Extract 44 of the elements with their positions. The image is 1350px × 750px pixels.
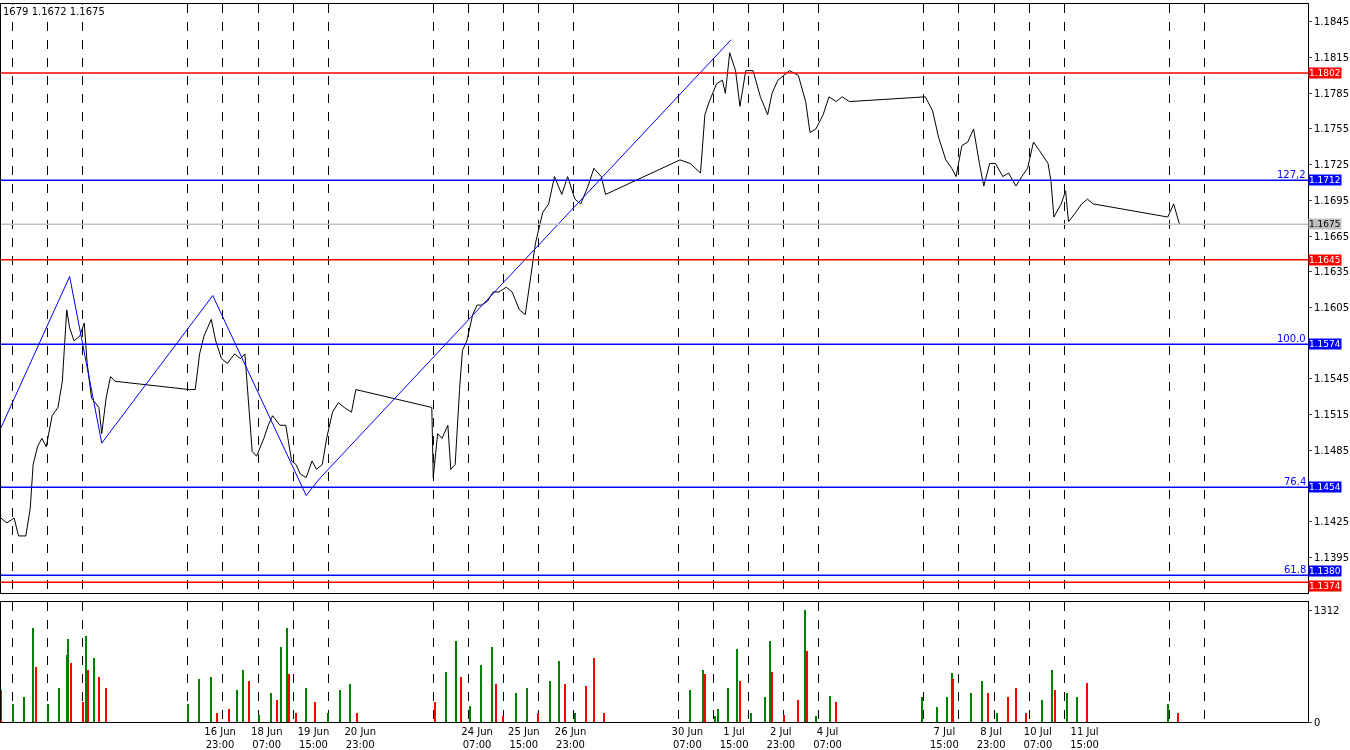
y-tick-label: 1.1665 xyxy=(1314,230,1349,242)
x-tick-label: 26 Jun 23:00 xyxy=(554,726,587,750)
ref-line-label: 1.1574 xyxy=(1309,339,1341,349)
y-tick-label: 1.1545 xyxy=(1314,373,1349,385)
ref-line-label: 1.1675 xyxy=(1309,219,1341,229)
y-tick-label: 1.1695 xyxy=(1314,194,1349,206)
y-tick-label: 1.1395 xyxy=(1314,551,1349,563)
y-tick-label: 1.1635 xyxy=(1314,266,1349,278)
y-tick-label: 1.1725 xyxy=(1314,159,1349,171)
x-tick-label: 18 Jun 07:00 xyxy=(251,726,283,750)
y-tick-label: 1.1755 xyxy=(1314,123,1349,135)
y-tick-label: 1312 xyxy=(1314,604,1340,616)
ref-line-label: 1.1454 xyxy=(1309,482,1341,492)
x-tick-label: 30 Jun 07:00 xyxy=(671,726,704,750)
x-tick-label: 25 Jun 15:00 xyxy=(508,726,540,750)
x-tick-label: 19 Jun 15:00 xyxy=(297,726,330,750)
x-tick-label: 4 Jul 07:00 xyxy=(813,726,842,750)
x-tick-label: 10 Jul 07:00 xyxy=(1023,726,1053,750)
annotation: 127,2 xyxy=(1277,169,1306,180)
y-tick-label: 1.1815 xyxy=(1314,52,1349,64)
x-tick-label: 24 Jun 07:00 xyxy=(461,726,493,750)
ref-line-label: 1.1802 xyxy=(1309,68,1341,78)
x-tick-label: 11 Jul 15:00 xyxy=(1070,726,1099,750)
y-tick-label: 1.1425 xyxy=(1314,516,1349,528)
x-tick-label: 16 Jun 23:00 xyxy=(204,726,236,750)
annotation: 100.0 xyxy=(1277,333,1306,344)
ref-line-label: 1.1712 xyxy=(1309,175,1341,185)
x-tick-label: 2 Jul 23:00 xyxy=(766,726,796,750)
ref-line-label: 1.1380 xyxy=(1309,566,1341,576)
annotation: 1679 1.1672 1.1675 xyxy=(3,6,105,17)
y-tick-label: 1.1845 xyxy=(1314,16,1349,28)
y-tick-label: 1.1485 xyxy=(1314,444,1349,456)
ref-line-label: 1.1645 xyxy=(1309,255,1341,265)
annotation: 76.4 xyxy=(1284,476,1307,487)
y-tick-label: 1.1785 xyxy=(1314,87,1349,99)
x-tick-label: 8 Jul 23:00 xyxy=(976,726,1006,750)
y-tick-label: 1.1515 xyxy=(1314,409,1349,421)
x-tick-label: 7 Jul 15:00 xyxy=(929,726,959,750)
ref-line-label: 1.1374 xyxy=(1309,581,1341,591)
annotation: 61.8 xyxy=(1284,564,1307,575)
y-tick-label: 1.1605 xyxy=(1314,301,1349,313)
x-tick-label: 1 Jul 15:00 xyxy=(719,726,749,750)
x-tick-label: 20 Jun 23:00 xyxy=(344,726,377,750)
y-tick-label: 0 xyxy=(1314,716,1321,728)
